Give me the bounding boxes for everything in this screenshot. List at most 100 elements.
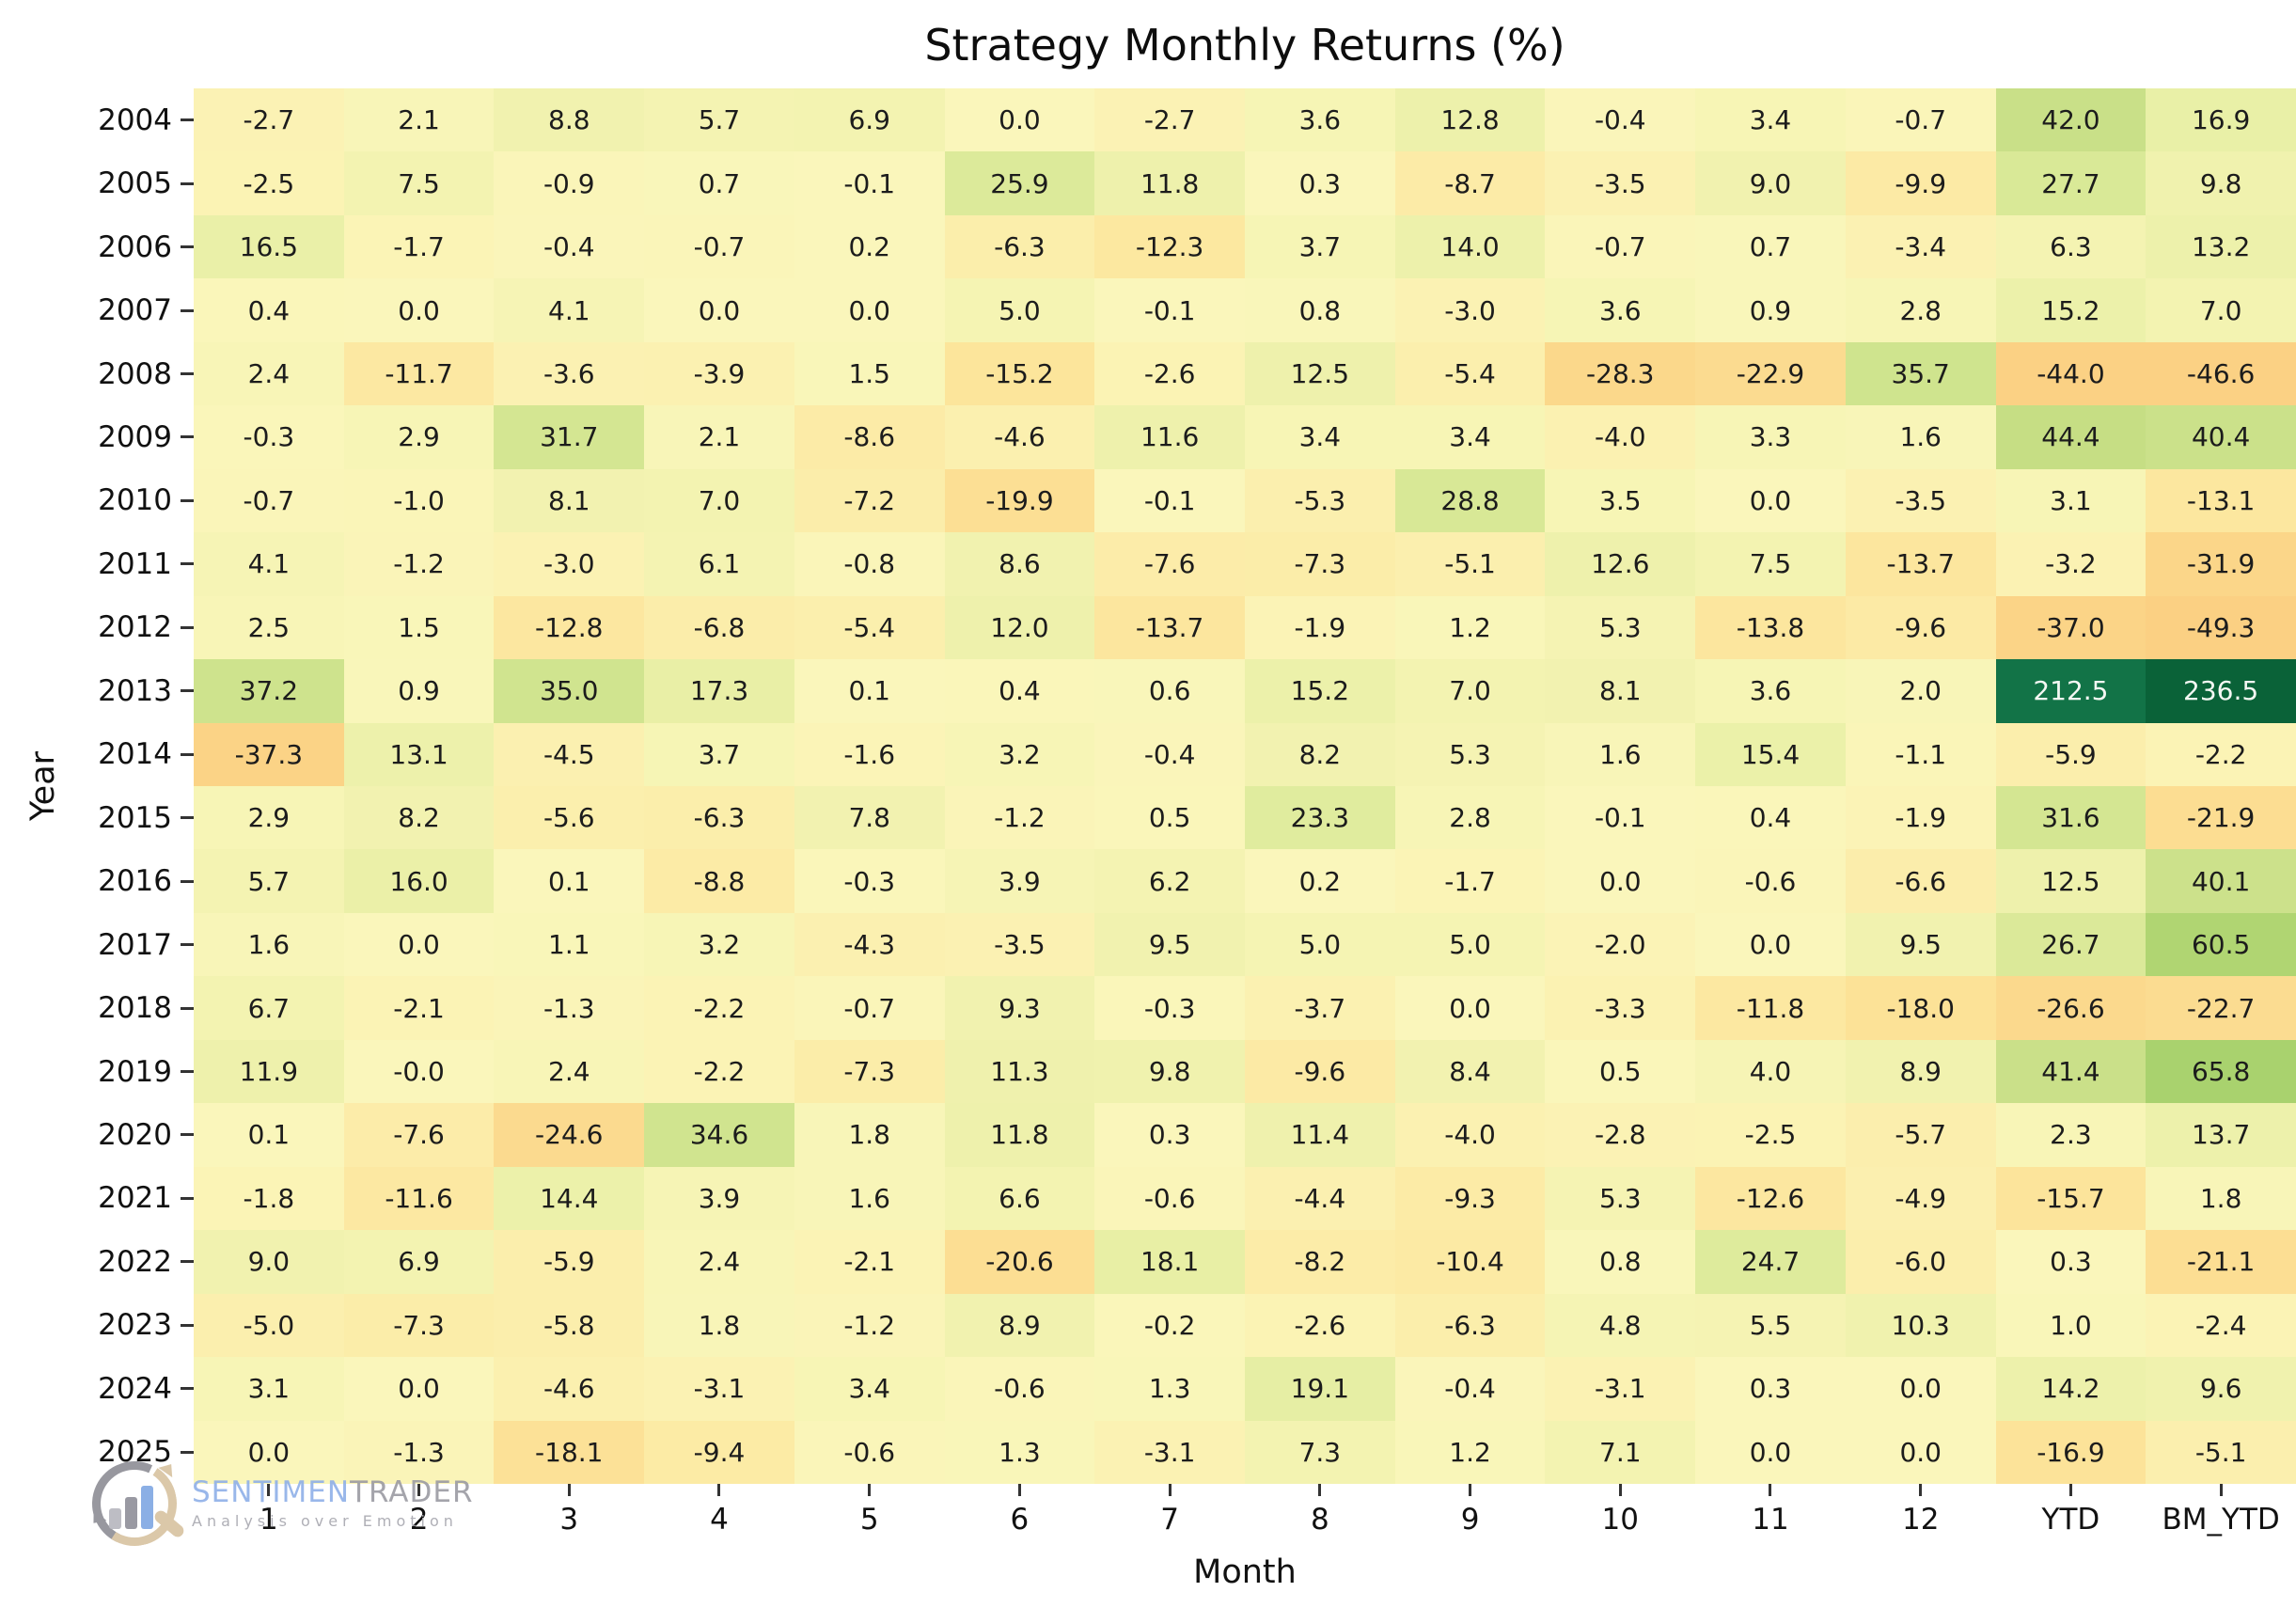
heatmap-cell: 12.8 [1394,88,1546,152]
heatmap-cell: 16.0 [343,849,495,913]
y-tick-label: 2013 [98,673,172,708]
y-tick-row: 2024 [0,1357,194,1420]
heatmap-cell: -13.8 [1695,595,1846,660]
heatmap-cell: 15.2 [1244,659,1395,723]
heatmap-cell: 2.5 [194,595,344,660]
heatmap-cell: -3.4 [1845,214,1996,279]
y-tick-label: 2008 [98,356,172,391]
heatmap-cell: 1.6 [1545,722,1696,786]
heatmap-cell: -5.8 [494,1293,645,1358]
heatmap-cell: -21.1 [2146,1230,2296,1294]
heatmap-cell: -7.3 [1244,532,1395,596]
heatmap-cell: 1.0 [1995,1293,2147,1358]
heatmap-cell: -20.6 [944,1230,1095,1294]
sentimentrader-watermark: SENTIMENTRADER Analysis over Emotion [80,1449,474,1558]
heatmap-cell: 0.5 [1545,1039,1696,1104]
heatmap-cell: 4.1 [494,278,645,342]
chart-title: Strategy Monthly Returns (%) [924,20,1565,71]
heatmap-cell: -3.5 [944,912,1095,977]
y-tick-mark [181,1260,194,1264]
heatmap-cell: -0.3 [194,405,344,469]
heatmap-cell: -9.6 [1244,1039,1395,1104]
heatmap-cell: 2.9 [194,785,344,850]
heatmap-cell: 65.8 [2146,1039,2296,1104]
heatmap-cell: -15.7 [1995,1166,2147,1231]
heatmap-cell: 6.7 [194,976,344,1040]
heatmap-cell: 28.8 [1394,468,1546,533]
heatmap-cell: -15.2 [944,341,1095,406]
x-tick-label: 3 [559,1503,579,1537]
heatmap-cell: 0.5 [1094,785,1245,850]
heatmap-cell: -2.4 [2146,1293,2296,1358]
y-tick-label: 2014 [98,737,172,772]
heatmap-cell: 0.0 [1545,849,1696,913]
heatmap-cell: -6.3 [1394,1293,1546,1358]
heatmap-cell: 0.8 [1545,1230,1696,1294]
heatmap-cell: 17.3 [644,659,794,723]
heatmap-cell: -7.3 [794,1039,945,1104]
x-tick-label: 11 [1752,1503,1789,1537]
heatmap-cell: 8.6 [944,532,1095,596]
heatmap-cell: -0.4 [494,214,645,279]
heatmap-cell: -0.7 [194,468,344,533]
heatmap-cell: 3.1 [1995,468,2147,533]
heatmap-cell: -1.8 [194,1166,344,1231]
heatmap-cell: -26.6 [1995,976,2147,1040]
x-tick-label: YTD [2041,1503,2100,1537]
y-tick-label: 2007 [98,293,172,328]
heatmap-cell: 1.1 [494,912,645,977]
heatmap-cell: 2.8 [1394,785,1546,850]
x-tick-col: 12 [1846,1484,1996,1550]
heatmap-cell: 18.1 [1094,1230,1245,1294]
heatmap-cell: 8.9 [944,1293,1095,1358]
heatmap-cell: 3.6 [1695,659,1846,723]
heatmap-cell: 2.4 [644,1230,794,1294]
heatmap-cell: 2.4 [194,341,344,406]
heatmap-cell: 0.0 [794,278,945,342]
heatmap-cell: -7.6 [343,1103,495,1167]
heatmap-cell: -4.3 [794,912,945,977]
heatmap-cell: 6.9 [343,1230,495,1294]
heatmap-cell: -3.9 [644,341,794,406]
heatmap-cell: -1.0 [343,468,495,533]
heatmap-cell: 3.2 [944,722,1095,786]
heatmap-cell: 9.5 [1094,912,1245,977]
heatmap-cell: 9.0 [194,1230,344,1294]
heatmap-cell: 3.2 [644,912,794,977]
heatmap-cell: -2.5 [1695,1103,1846,1167]
heatmap-cell: -6.6 [1845,849,1996,913]
heatmap-cell: -5.9 [1995,722,2147,786]
heatmap-cell: 2.4 [494,1039,645,1104]
heatmap-cell: 1.8 [794,1103,945,1167]
heatmap-cell: 7.1 [1545,1420,1696,1484]
heatmap-cell: 0.4 [1695,785,1846,850]
heatmap-cell: -22.7 [2146,976,2296,1040]
heatmap-cell: 1.8 [2146,1166,2296,1231]
x-axis-label: Month [1193,1553,1297,1591]
heatmap-cell: -3.0 [494,532,645,596]
heatmap-cell: 0.7 [644,151,794,215]
heatmap-cell: 1.8 [644,1293,794,1358]
heatmap-cell: 3.7 [644,722,794,786]
heatmap-cell: -5.0 [194,1293,344,1358]
x-tick-label: 12 [1901,1503,1940,1537]
x-tick-label: 5 [859,1503,879,1537]
heatmap-cell: 1.3 [944,1420,1095,1484]
heatmap-cell: 23.3 [1244,785,1395,850]
heatmap-cell: 0.8 [1244,278,1395,342]
heatmap-cell: -5.4 [794,595,945,660]
heatmap-cell: 6.3 [1995,214,2147,279]
heatmap-cell: -1.9 [1244,595,1395,660]
heatmap-cell: -44.0 [1995,341,2147,406]
heatmap-cell: -0.2 [1094,1293,1245,1358]
heatmap-cell: 0.0 [944,88,1095,152]
heatmap-cell: 44.4 [1995,405,2147,469]
heatmap-cell: -2.2 [644,1039,794,1104]
heatmap-cell: 42.0 [1995,88,2147,152]
heatmap-cell: -1.7 [343,214,495,279]
x-tick-col: 6 [945,1484,1095,1550]
heatmap-cell: 24.7 [1695,1230,1846,1294]
heatmap-cell: 2.3 [1995,1103,2147,1167]
heatmap-cell: 2.1 [644,405,794,469]
x-tick-mark [417,1484,421,1496]
